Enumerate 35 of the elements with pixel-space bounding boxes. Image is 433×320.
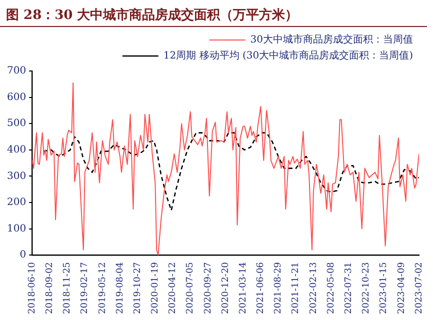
x-tick-label: 2018-11-25 xyxy=(62,262,73,314)
x-tick-label: 2023-01-15 xyxy=(379,262,390,314)
x-tick-label: 2022-07-31 xyxy=(344,262,354,314)
x-tick-label: 2022-05-08 xyxy=(326,262,336,314)
y-tick-label: 700 xyxy=(6,66,26,77)
x-tick-label: 2020-01-19 xyxy=(150,262,161,314)
legend-label: 30大中城市商品房成交面积：当周值 xyxy=(250,34,414,46)
x-tick-label: 2023-07-02 xyxy=(414,262,424,314)
y-tick-label: 600 xyxy=(6,92,26,103)
legend-label: 12周期 移动平均 (30大中城市商品房成交面积：当周值) xyxy=(163,50,414,62)
x-tick-label: 2019-02-17 xyxy=(80,262,90,314)
x-tick-label: 2019-05-12 xyxy=(98,262,108,314)
x-tick-label: 2019-08-04 xyxy=(115,262,126,314)
x-tick-label: 2018-09-02 xyxy=(45,262,56,314)
x-tick-label: 2020-12-20 xyxy=(220,262,231,314)
x-tick-label: 2019-10-27 xyxy=(132,262,143,314)
y-tick-label: 0 xyxy=(20,250,26,261)
x-tick-label: 2018-06-10 xyxy=(27,262,38,314)
x-tick-label: 2021-03-14 xyxy=(238,262,248,314)
x-tick-label: 2020-04-12 xyxy=(168,262,178,314)
y-tick-label: 100 xyxy=(6,223,26,234)
x-tick-label: 2023-04-09 xyxy=(396,262,407,314)
y-tick-label: 200 xyxy=(6,197,26,208)
chart-title: 图 28：30 大中城市商品房成交面积（万平方米） xyxy=(0,0,427,27)
y-tick-label: 500 xyxy=(6,118,26,130)
x-tick-label: 2021-11-21 xyxy=(291,262,302,314)
x-tick-label: 2020-09-27 xyxy=(203,262,214,314)
x-tick-label: 2022-10-23 xyxy=(362,262,372,314)
y-tick-label: 400 xyxy=(6,144,26,156)
x-tick-label: 2022-02-13 xyxy=(308,262,319,314)
y-tick-label: 300 xyxy=(6,170,26,182)
x-tick-label: 2021-08-29 xyxy=(274,262,284,314)
line-series xyxy=(43,132,419,212)
x-tick-label: 2020-07-05 xyxy=(186,262,196,314)
x-tick-label: 2021-06-06 xyxy=(256,262,266,314)
